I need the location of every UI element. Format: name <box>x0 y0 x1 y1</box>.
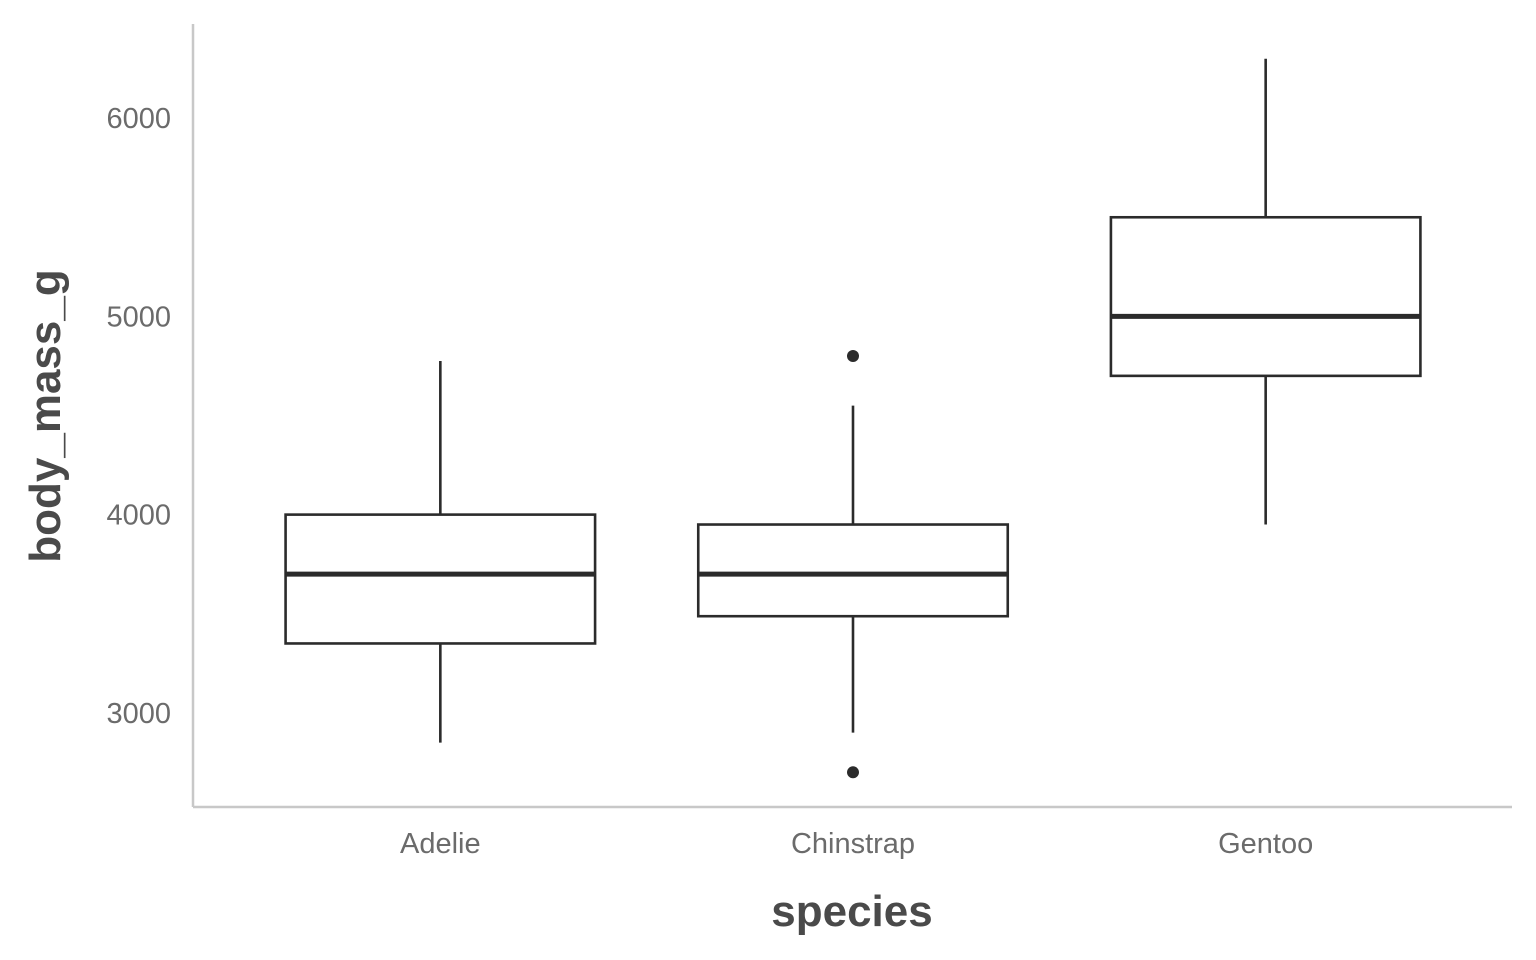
x-axis-title: species <box>771 887 932 936</box>
boxes <box>284 58 1422 779</box>
axes <box>191 24 1512 809</box>
y-axis-title: body_mass_g <box>21 269 70 562</box>
y-tick-labels: 3000 4000 5000 6000 <box>106 103 171 730</box>
box <box>1109 215 1422 378</box>
x-tick-labels: Adelie Chinstrap Gentoo <box>400 828 1313 860</box>
outlier-point <box>847 766 859 779</box>
box <box>696 523 1010 618</box>
y-tick-label: 6000 <box>106 103 171 135</box>
y-tick-label: 4000 <box>106 500 171 532</box>
x-tick-label: Chinstrap <box>791 828 915 860</box>
box-group <box>1109 58 1422 525</box>
y-tick-label: 3000 <box>106 698 171 730</box>
box <box>284 513 597 645</box>
x-tick-label: Gentoo <box>1218 828 1313 860</box>
outlier-point <box>847 350 859 363</box>
y-tick-label: 5000 <box>106 301 171 333</box>
box-group <box>696 350 1010 779</box>
box-group <box>284 360 597 743</box>
x-tick-label: Adelie <box>400 828 481 860</box>
